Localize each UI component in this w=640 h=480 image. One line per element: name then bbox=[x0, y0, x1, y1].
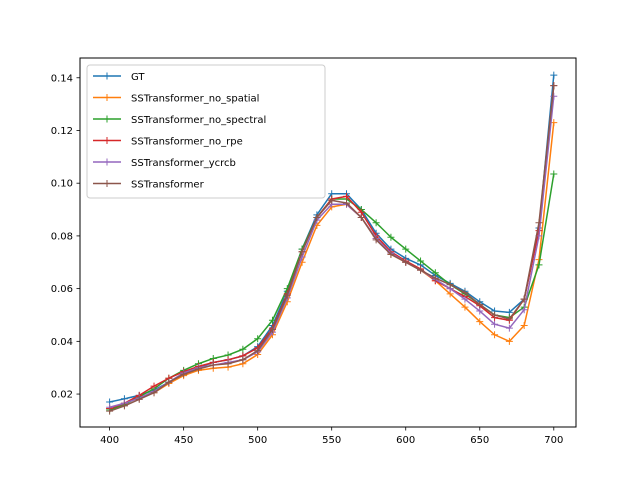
data-point bbox=[505, 315, 513, 323]
data-point bbox=[150, 389, 158, 397]
data-point bbox=[476, 307, 484, 315]
data-point bbox=[209, 361, 217, 369]
y-tick-label: 0.10 bbox=[51, 179, 73, 190]
legend-marker bbox=[103, 72, 111, 80]
x-tick-label: 450 bbox=[174, 435, 193, 446]
data-point bbox=[343, 199, 351, 207]
y-tick-label: 0.08 bbox=[51, 231, 73, 242]
data-point bbox=[550, 71, 558, 79]
data-point bbox=[417, 266, 425, 274]
data-point bbox=[328, 196, 336, 204]
legend-label: SSTransformer_no_rpe bbox=[131, 137, 243, 148]
legend-marker bbox=[103, 137, 111, 144]
data-point bbox=[387, 250, 395, 258]
data-point bbox=[491, 331, 499, 339]
data-point bbox=[461, 295, 469, 303]
data-point bbox=[550, 82, 558, 90]
data-point bbox=[535, 219, 543, 227]
legend-marker bbox=[103, 94, 111, 101]
data-point bbox=[550, 170, 558, 178]
data-point bbox=[106, 407, 114, 415]
data-point bbox=[476, 300, 484, 308]
y-tick-label: 0.12 bbox=[51, 126, 73, 137]
y-tick-label: 0.02 bbox=[51, 390, 73, 401]
legend-marker bbox=[103, 158, 111, 166]
data-point bbox=[372, 236, 380, 244]
series-layer bbox=[106, 71, 558, 415]
legend-marker bbox=[103, 115, 111, 123]
data-point bbox=[135, 395, 143, 403]
data-point bbox=[491, 320, 499, 328]
data-point bbox=[461, 303, 469, 311]
legend-label: SSTransformer_no_spatial bbox=[131, 94, 259, 105]
x-tick-label: 650 bbox=[470, 435, 489, 446]
data-point bbox=[417, 257, 425, 265]
x-tick-label: 500 bbox=[248, 435, 267, 446]
data-point bbox=[505, 337, 513, 345]
data-point bbox=[268, 325, 276, 333]
data-point bbox=[283, 291, 291, 299]
legend-label: GT bbox=[131, 72, 145, 83]
data-point bbox=[520, 295, 528, 303]
x-axis: 400 450 500 550 600 650 700 bbox=[100, 427, 563, 446]
data-point bbox=[402, 258, 410, 266]
legend-item: SSTransformer_no_spectral bbox=[93, 115, 266, 126]
data-point bbox=[387, 233, 395, 241]
y-axis: 0.02 0.04 0.06 0.08 0.10 0.12 0.14 bbox=[51, 73, 80, 401]
x-tick-label: 600 bbox=[396, 435, 415, 446]
legend-item: SSTransformer_no_rpe bbox=[93, 137, 243, 148]
data-point bbox=[343, 192, 351, 200]
data-point bbox=[254, 347, 262, 355]
legend-marker bbox=[103, 180, 111, 187]
x-tick-label: 400 bbox=[100, 435, 119, 446]
data-point bbox=[165, 378, 173, 386]
data-point bbox=[431, 274, 439, 282]
data-point bbox=[357, 213, 365, 221]
data-point bbox=[491, 311, 499, 319]
data-point bbox=[372, 219, 380, 227]
legend-item: GT bbox=[93, 72, 145, 83]
data-point bbox=[313, 213, 321, 221]
legend-item: SSTransformer_no_spatial bbox=[93, 94, 259, 105]
data-point bbox=[254, 335, 262, 343]
y-tick-label: 0.04 bbox=[51, 337, 73, 348]
legend: GT SSTransformer_no_spatial SSTransformer_… bbox=[86, 64, 326, 199]
data-point bbox=[520, 322, 528, 330]
x-tick-label: 550 bbox=[322, 435, 341, 446]
data-point bbox=[180, 370, 188, 378]
data-point bbox=[476, 318, 484, 326]
data-point bbox=[550, 92, 558, 100]
legend-label: SSTransformer_no_spectral bbox=[131, 115, 266, 126]
data-point bbox=[446, 281, 454, 289]
data-point bbox=[298, 248, 306, 256]
data-point bbox=[120, 402, 128, 410]
legend-box bbox=[86, 64, 326, 199]
legend-item: SSTransformer_ycrcb bbox=[93, 158, 236, 169]
legend-label: SSTransformer bbox=[131, 180, 205, 191]
data-point bbox=[505, 324, 513, 332]
data-point bbox=[520, 306, 528, 314]
y-tick-label: 0.06 bbox=[51, 284, 73, 295]
data-point bbox=[239, 345, 247, 353]
legend-item: SSTransformer bbox=[93, 180, 205, 191]
plot-frame bbox=[79, 57, 577, 428]
data-point bbox=[194, 365, 202, 373]
legend-label: SSTransformer_ycrcb bbox=[131, 158, 236, 169]
data-point bbox=[239, 356, 247, 364]
data-point bbox=[268, 316, 276, 324]
data-point bbox=[224, 360, 232, 368]
y-tick-label: 0.14 bbox=[51, 73, 73, 84]
data-point bbox=[535, 261, 543, 269]
data-point bbox=[461, 289, 469, 297]
data-point bbox=[402, 245, 410, 253]
series-5 bbox=[106, 82, 558, 415]
x-tick-label: 700 bbox=[544, 435, 563, 446]
